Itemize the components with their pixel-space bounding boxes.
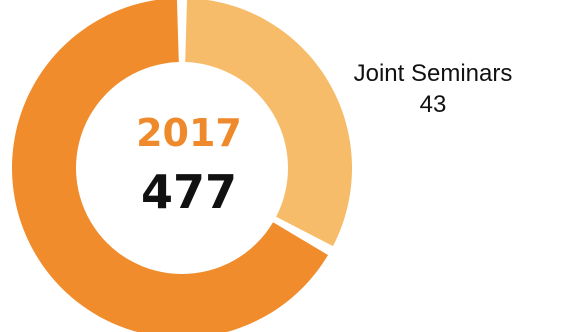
slice-value-joint-seminars: 43 [420, 91, 447, 118]
slice-1 [12, 0, 329, 332]
donut-slices [12, 0, 352, 332]
slice-label-joint-seminars: Joint Seminars [354, 60, 513, 87]
center-total-value: 477 [141, 165, 237, 219]
slice-joint-seminars [185, 0, 352, 247]
center-year-label: 2017 [136, 111, 242, 155]
